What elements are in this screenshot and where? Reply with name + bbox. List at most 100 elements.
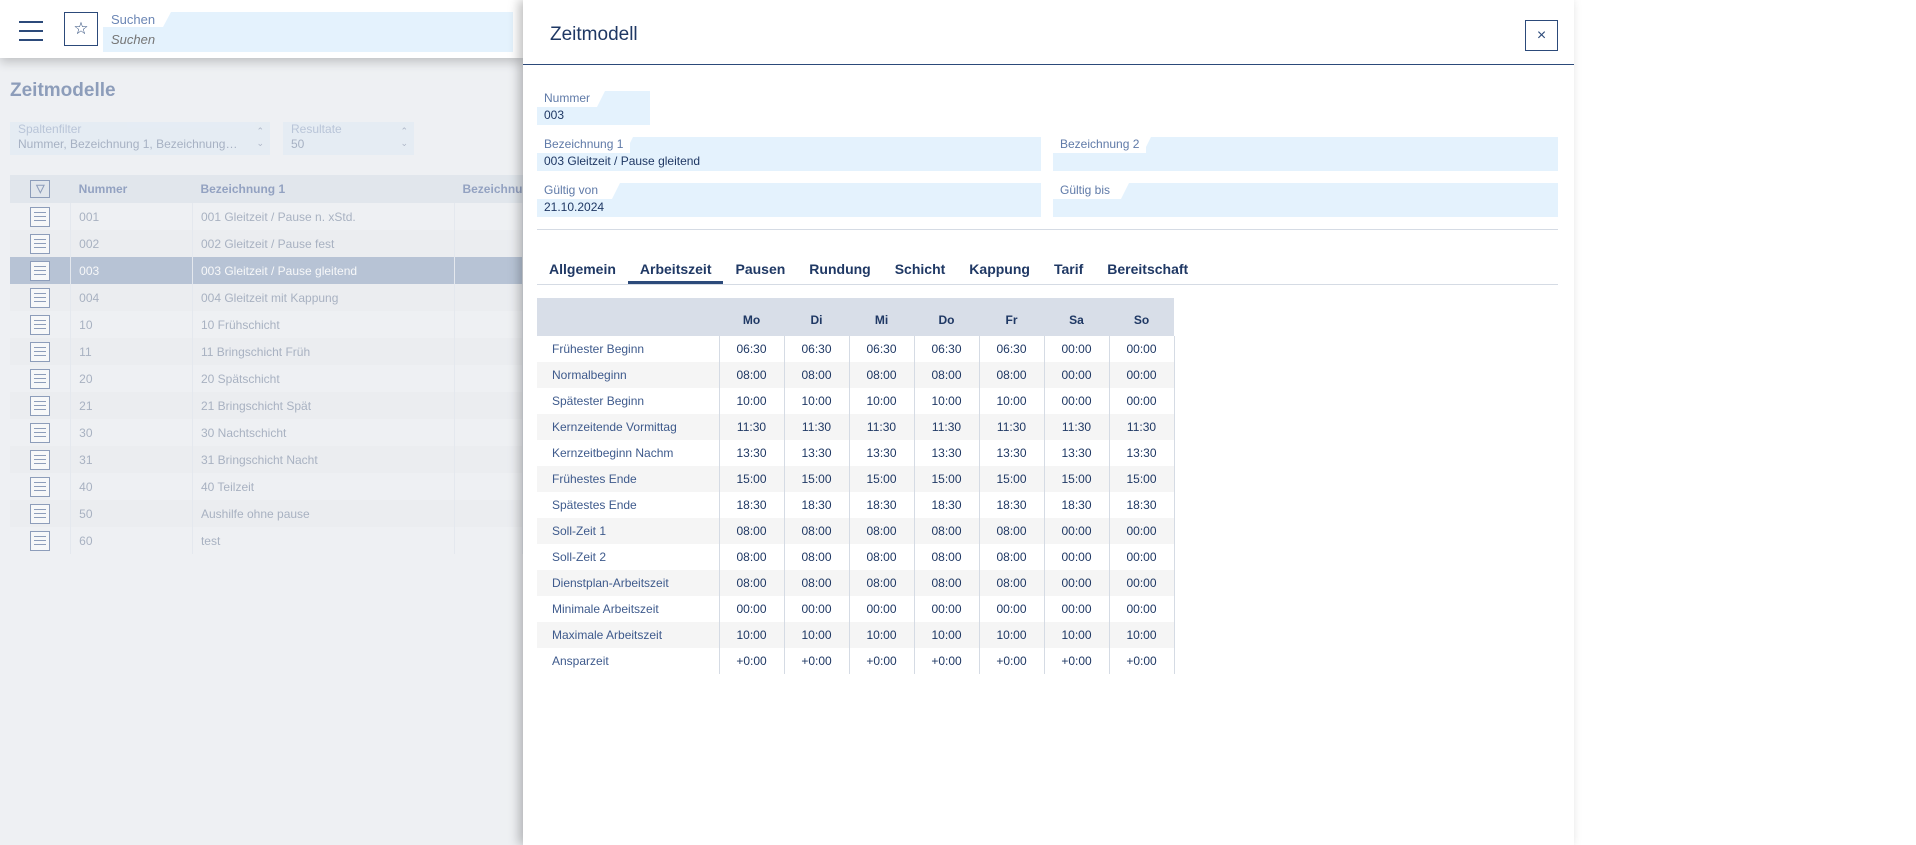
list-icon[interactable] bbox=[30, 449, 51, 470]
time-cell[interactable]: 08:00 bbox=[783, 544, 849, 570]
table-row[interactable]: 60 test bbox=[10, 527, 523, 554]
time-cell[interactable]: 18:30 bbox=[783, 492, 849, 518]
row-details-button[interactable] bbox=[10, 365, 72, 392]
row-details-button[interactable] bbox=[10, 392, 72, 419]
time-cell[interactable]: 08:00 bbox=[848, 362, 914, 388]
time-cell[interactable]: 08:00 bbox=[978, 570, 1044, 596]
time-cell[interactable]: 00:00 bbox=[1043, 518, 1109, 544]
close-button[interactable]: × bbox=[1525, 20, 1558, 51]
tab-pausen[interactable]: Pausen bbox=[735, 261, 786, 277]
time-cell[interactable]: 00:00 bbox=[1108, 336, 1175, 362]
list-icon[interactable] bbox=[30, 233, 51, 254]
time-cell[interactable]: 10:00 bbox=[1108, 622, 1175, 648]
row-details-button[interactable] bbox=[10, 203, 72, 230]
time-cell[interactable]: 13:30 bbox=[1108, 440, 1175, 466]
time-cell[interactable]: +0:00 bbox=[978, 648, 1044, 674]
time-cell[interactable]: 08:00 bbox=[718, 544, 784, 570]
gueltig-von-value[interactable]: 21.10.2024 bbox=[537, 199, 1041, 217]
list-icon[interactable] bbox=[30, 395, 51, 416]
time-cell[interactable]: 08:00 bbox=[913, 544, 979, 570]
table-row[interactable]: 003 003 Gleitzeit / Pause gleitend bbox=[10, 257, 523, 284]
time-cell[interactable]: 15:00 bbox=[1108, 466, 1175, 492]
tab-tarif[interactable]: Tarif bbox=[1053, 261, 1084, 277]
time-cell[interactable]: 06:30 bbox=[978, 336, 1044, 362]
results-select[interactable]: Resultate 50 ⌃ ⌄ bbox=[283, 122, 414, 155]
time-cell[interactable]: 00:00 bbox=[1108, 570, 1175, 596]
table-row[interactable]: 30 30 Nachtschicht bbox=[10, 419, 523, 446]
row-details-button[interactable] bbox=[10, 284, 72, 311]
tab-arbeitszeit[interactable]: Arbeitszeit bbox=[627, 258, 724, 284]
time-cell[interactable]: 11:30 bbox=[1108, 414, 1175, 440]
time-cell[interactable]: 18:30 bbox=[913, 492, 979, 518]
time-cell[interactable]: 11:30 bbox=[783, 414, 849, 440]
time-cell[interactable]: 10:00 bbox=[978, 388, 1044, 414]
row-details-button[interactable] bbox=[10, 500, 72, 527]
bezeichnung-1-field[interactable]: Bezeichnung 1 003 Gleitzeit / Pause gleit… bbox=[537, 137, 1041, 171]
time-cell[interactable]: 00:00 bbox=[1043, 544, 1109, 570]
table-row[interactable]: 50 Aushilfe ohne pause bbox=[10, 500, 523, 527]
row-details-button[interactable] bbox=[10, 473, 72, 500]
time-cell[interactable]: 10:00 bbox=[978, 622, 1044, 648]
row-details-button[interactable] bbox=[10, 257, 72, 284]
row-details-button[interactable] bbox=[10, 419, 72, 446]
time-cell[interactable]: 13:30 bbox=[718, 440, 784, 466]
time-cell[interactable]: 08:00 bbox=[978, 544, 1044, 570]
time-cell[interactable]: 08:00 bbox=[978, 362, 1044, 388]
list-icon[interactable] bbox=[30, 260, 51, 281]
time-cell[interactable]: 06:30 bbox=[848, 336, 914, 362]
tab-schicht[interactable]: Schicht bbox=[894, 261, 946, 277]
time-cell[interactable]: 11:30 bbox=[978, 414, 1044, 440]
time-cell[interactable]: 11:30 bbox=[848, 414, 914, 440]
time-cell[interactable]: 15:00 bbox=[913, 466, 979, 492]
time-cell[interactable]: 00:00 bbox=[1108, 362, 1175, 388]
time-cell[interactable]: 15:00 bbox=[718, 466, 784, 492]
time-cell[interactable]: 08:00 bbox=[718, 570, 784, 596]
time-cell[interactable]: 06:30 bbox=[718, 336, 784, 362]
list-icon[interactable] bbox=[30, 368, 51, 389]
row-details-button[interactable] bbox=[10, 527, 72, 554]
time-cell[interactable]: 00:00 bbox=[1108, 388, 1175, 414]
time-cell[interactable]: 18:30 bbox=[1043, 492, 1109, 518]
table-row[interactable]: 20 20 Spätschicht bbox=[10, 365, 523, 392]
time-cell[interactable]: 00:00 bbox=[1043, 570, 1109, 596]
time-cell[interactable]: 00:00 bbox=[978, 596, 1044, 622]
time-cell[interactable]: 08:00 bbox=[848, 518, 914, 544]
time-cell[interactable]: 10:00 bbox=[1043, 622, 1109, 648]
time-cell[interactable]: 13:30 bbox=[783, 440, 849, 466]
menu-icon[interactable] bbox=[19, 21, 43, 43]
gueltig-bis-field[interactable]: Gültig bis bbox=[1053, 183, 1558, 217]
time-cell[interactable]: 10:00 bbox=[913, 388, 979, 414]
time-cell[interactable]: 08:00 bbox=[783, 362, 849, 388]
list-icon[interactable] bbox=[30, 503, 51, 524]
table-row[interactable]: 11 11 Bringschicht Früh bbox=[10, 338, 523, 365]
header-nummer[interactable]: Nummer bbox=[70, 175, 193, 203]
time-cell[interactable]: 13:30 bbox=[1043, 440, 1109, 466]
header-bezeichnung-2[interactable]: Bezeichnu bbox=[454, 175, 523, 203]
time-cell[interactable]: +0:00 bbox=[1043, 648, 1109, 674]
gueltig-bis-value[interactable] bbox=[1053, 199, 1558, 217]
time-cell[interactable]: 18:30 bbox=[848, 492, 914, 518]
row-details-button[interactable] bbox=[10, 338, 72, 365]
time-cell[interactable]: 10:00 bbox=[848, 622, 914, 648]
table-row[interactable]: 21 21 Bringschicht Spät bbox=[10, 392, 523, 419]
time-cell[interactable]: 08:00 bbox=[848, 544, 914, 570]
table-row[interactable]: 001 001 Gleitzeit / Pause n. xStd. bbox=[10, 203, 523, 230]
nummer-value[interactable]: 003 bbox=[537, 107, 650, 125]
time-cell[interactable]: 08:00 bbox=[783, 518, 849, 544]
time-cell[interactable]: 00:00 bbox=[1043, 336, 1109, 362]
time-cell[interactable]: 10:00 bbox=[718, 388, 784, 414]
row-details-button[interactable] bbox=[10, 311, 72, 338]
time-cell[interactable]: 13:30 bbox=[848, 440, 914, 466]
bezeichnung-1-value[interactable]: 003 Gleitzeit / Pause gleitend bbox=[537, 153, 1041, 171]
table-row[interactable]: 004 004 Gleitzeit mit Kappung bbox=[10, 284, 523, 311]
time-cell[interactable]: 00:00 bbox=[913, 596, 979, 622]
time-cell[interactable]: 11:30 bbox=[1043, 414, 1109, 440]
list-icon[interactable] bbox=[30, 422, 51, 443]
time-cell[interactable]: 08:00 bbox=[913, 570, 979, 596]
time-cell[interactable]: 13:30 bbox=[978, 440, 1044, 466]
table-row[interactable]: 002 002 Gleitzeit / Pause fest bbox=[10, 230, 523, 257]
list-icon[interactable] bbox=[30, 341, 51, 362]
time-cell[interactable]: 08:00 bbox=[913, 518, 979, 544]
time-cell[interactable]: 15:00 bbox=[783, 466, 849, 492]
list-icon[interactable] bbox=[30, 314, 51, 335]
